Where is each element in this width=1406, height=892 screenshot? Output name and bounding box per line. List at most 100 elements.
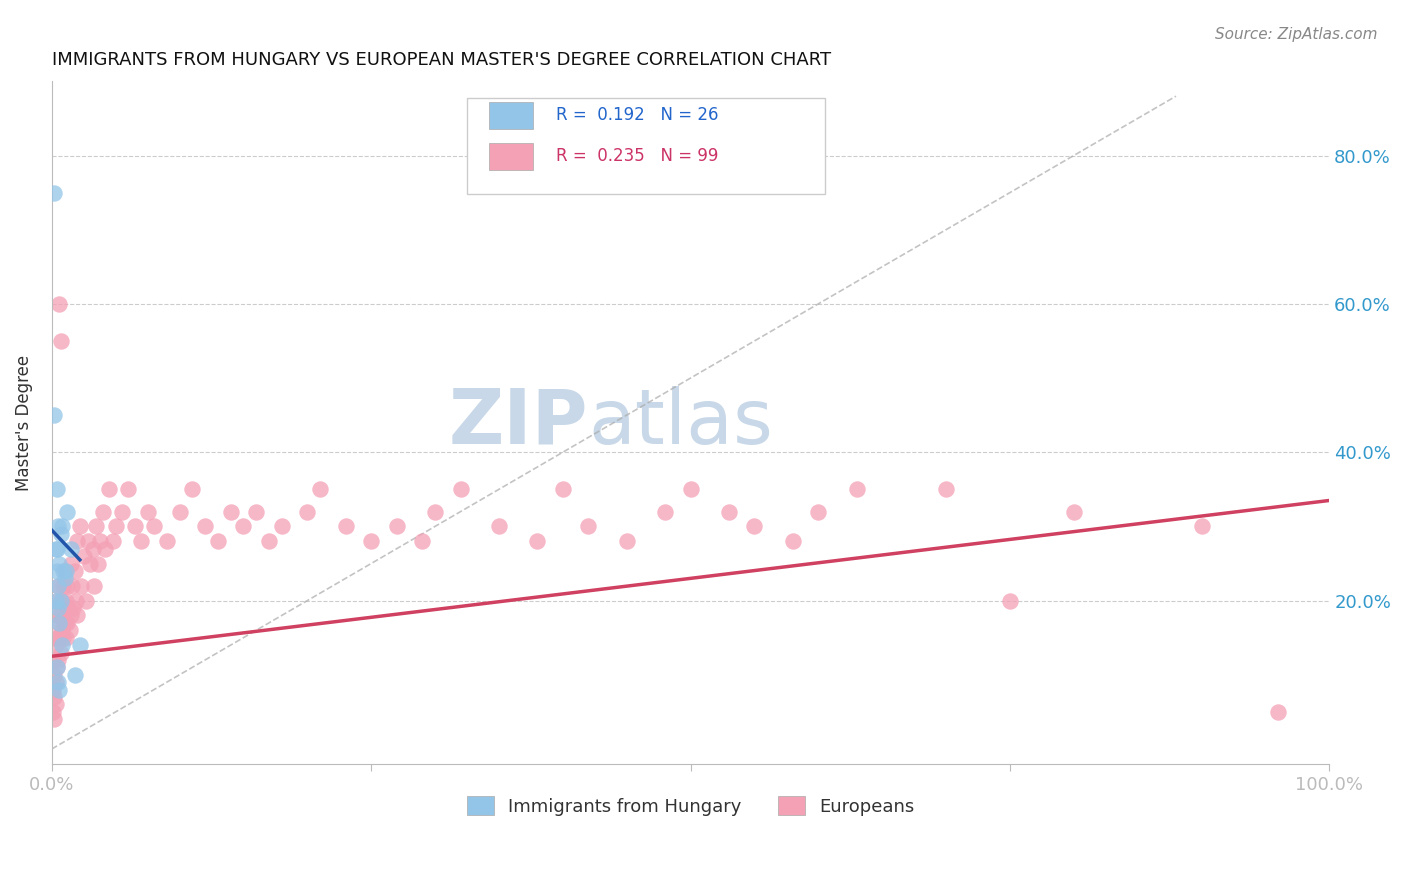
Point: [98, 483, 121, 497]
Point: [91, 505, 114, 519]
Point: [46, 615, 69, 630]
Point: [181, 483, 204, 497]
Point: [45, 660, 67, 674]
Point: [76, 534, 98, 549]
Point: [42, 682, 65, 697]
Point: [45, 675, 67, 690]
Point: [66, 534, 89, 549]
Text: IMMIGRANTS FROM HUNGARY VS EUROPEAN MASTER'S DEGREE CORRELATION CHART: IMMIGRANTS FROM HUNGARY VS EUROPEAN MAST…: [52, 51, 831, 69]
Point: [136, 505, 159, 519]
Point: [129, 534, 152, 549]
Point: [101, 534, 124, 549]
Point: [488, 519, 510, 533]
Point: [59, 624, 82, 638]
Point: [526, 534, 548, 549]
Point: [60, 579, 83, 593]
Point: [42, 653, 65, 667]
Point: [142, 519, 165, 533]
Point: [51, 624, 73, 638]
Point: [44, 668, 66, 682]
Point: [53, 571, 76, 585]
Point: [58, 601, 80, 615]
Point: [53, 615, 76, 630]
Point: [48, 615, 70, 630]
Point: [48, 557, 70, 571]
Point: [56, 505, 79, 519]
Point: [744, 519, 766, 533]
Point: [59, 541, 82, 556]
Point: [309, 483, 332, 497]
Point: [59, 608, 82, 623]
Point: [75, 593, 97, 607]
Point: [46, 653, 69, 667]
Legend: Immigrants from Hungary, Europeans: Immigrants from Hungary, Europeans: [460, 789, 921, 823]
Point: [156, 534, 179, 549]
Point: [86, 519, 108, 533]
Point: [411, 534, 433, 549]
Point: [63, 668, 86, 682]
Point: [59, 557, 82, 571]
Point: [360, 534, 382, 549]
Point: [82, 541, 104, 556]
FancyBboxPatch shape: [489, 143, 533, 170]
Point: [65, 593, 87, 607]
Point: [45, 593, 67, 607]
Point: [55, 564, 77, 578]
Point: [551, 483, 574, 497]
Y-axis label: Master's Degree: Master's Degree: [15, 354, 32, 491]
Point: [46, 579, 69, 593]
Point: [46, 675, 69, 690]
Point: [450, 483, 472, 497]
Text: R =  0.192   N = 26: R = 0.192 N = 26: [557, 106, 718, 125]
Point: [232, 519, 254, 533]
Point: [45, 631, 67, 645]
Point: [44, 186, 66, 200]
Point: [79, 557, 101, 571]
Point: [782, 534, 804, 549]
Point: [45, 541, 67, 556]
Point: [111, 505, 134, 519]
Point: [49, 334, 72, 348]
Point: [55, 593, 77, 607]
Point: [69, 519, 91, 533]
Point: [52, 579, 75, 593]
Point: [49, 593, 72, 607]
Point: [70, 579, 93, 593]
FancyBboxPatch shape: [489, 102, 533, 129]
Point: [49, 608, 72, 623]
Point: [44, 408, 66, 422]
Point: [89, 534, 111, 549]
Point: [63, 564, 86, 578]
Point: [104, 519, 127, 533]
Point: [46, 519, 69, 533]
Point: [998, 593, 1021, 607]
Point: [56, 579, 79, 593]
Point: [717, 505, 740, 519]
Point: [52, 631, 75, 645]
Point: [83, 579, 105, 593]
Point: [53, 564, 76, 578]
Point: [576, 519, 599, 533]
Point: [1267, 705, 1289, 719]
Point: [45, 660, 67, 674]
Point: [44, 631, 66, 645]
Point: [45, 698, 67, 712]
Point: [56, 615, 79, 630]
Text: atlas: atlas: [588, 385, 773, 459]
Point: [51, 519, 73, 533]
Point: [807, 505, 830, 519]
Point: [124, 519, 146, 533]
Text: ZIP: ZIP: [449, 385, 588, 459]
Point: [45, 541, 67, 556]
Point: [52, 564, 75, 578]
Point: [654, 505, 676, 519]
Point: [51, 638, 73, 652]
Point: [169, 505, 191, 519]
Point: [49, 526, 72, 541]
Point: [46, 579, 69, 593]
Point: [62, 601, 84, 615]
Point: [48, 682, 70, 697]
Point: [245, 505, 267, 519]
Point: [45, 593, 67, 607]
Point: [45, 564, 67, 578]
